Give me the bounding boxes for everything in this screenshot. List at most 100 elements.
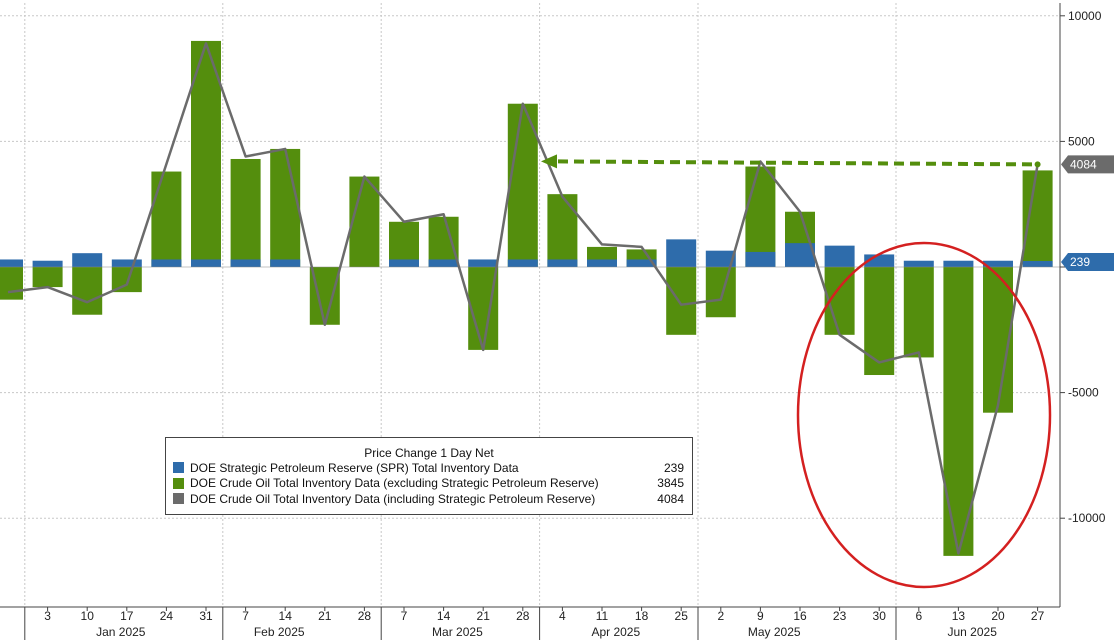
y-tick-label: -5000 [1068, 386, 1099, 400]
x-month-label: May 2025 [748, 625, 801, 639]
bar-crude-ex-spr [428, 216, 459, 267]
bar-spr [151, 259, 182, 267]
badge-spr-text: 239 [1070, 255, 1090, 269]
bar-crude-ex-spr [0, 267, 23, 300]
y-tick-label: -10000 [1068, 511, 1106, 525]
bar-spr [824, 245, 855, 267]
annotation-layer [541, 154, 1052, 589]
legend: Price Change 1 Day Net DOE Strategic Pet… [165, 437, 693, 515]
x-tick-label: 21 [318, 609, 332, 623]
x-tick-label: 21 [477, 609, 491, 623]
x-tick-label: 13 [952, 609, 966, 623]
bar-spr [626, 259, 657, 267]
x-month-label: Jan 2025 [96, 625, 146, 639]
x-tick-label: 4 [559, 609, 566, 623]
x-tick-label: 28 [516, 609, 530, 623]
bar-spr [428, 259, 459, 267]
bar-crude-ex-spr [507, 103, 538, 267]
bar-spr [666, 239, 697, 267]
x-tick-label: 14 [437, 609, 451, 623]
legend-label-total: DOE Crude Oil Total Inventory Data (incl… [190, 491, 596, 506]
legend-row-total: DOE Crude Oil Total Inventory Data (incl… [173, 491, 692, 507]
legend-swatch-spr [173, 462, 184, 474]
bar-crude-ex-spr [666, 267, 697, 335]
x-tick-label: 31 [199, 609, 213, 623]
bar-spr [507, 259, 538, 267]
highlight-ellipse [796, 241, 1052, 589]
x-tick-label: 23 [833, 609, 847, 623]
bar-crude-ex-spr [151, 171, 182, 267]
bar-spr [745, 251, 776, 267]
y-tick-label: 5000 [1068, 134, 1095, 148]
x-tick-label: 18 [635, 609, 649, 623]
dashed-arrow-head [541, 154, 557, 169]
x-axis: 3 10 17 24 31 7 14 21 28 7 14 21 28 4 11 18 25 2 9 16 23 30 6 1… [0, 606, 1060, 640]
bar-spr [72, 253, 103, 267]
badge-total: 4084 [1061, 155, 1114, 174]
x-tick-label: 11 [596, 609, 609, 623]
bar-crude-ex-spr [547, 194, 578, 267]
legend-row-crude-ex-spr: DOE Crude Oil Total Inventory Data (excl… [173, 476, 692, 492]
legend-label-spr: DOE Strategic Petroleum Reserve (SPR) To… [190, 460, 519, 475]
bar-spr [111, 259, 142, 267]
y-axis: 10000 5000 -5000 -10000 4084 239 [1059, 3, 1114, 607]
badge-total-text: 4084 [1070, 157, 1097, 171]
bar-crude-ex-spr [270, 148, 301, 267]
bar-spr [389, 259, 419, 267]
x-tick-label: 25 [675, 609, 689, 623]
y-tick-label: 10000 [1068, 9, 1102, 23]
badge-total-shape [1061, 155, 1114, 174]
legend-value-spr: 239 [663, 460, 684, 475]
x-tick-label: 16 [793, 609, 807, 623]
dashed-arrow-end [1034, 161, 1041, 168]
legend-label-crude-ex-spr: DOE Crude Oil Total Inventory Data (excl… [190, 476, 599, 491]
bar-spr [705, 250, 736, 267]
legend-value-total: 4084 [657, 491, 684, 506]
x-tick-label: 10 [81, 609, 95, 623]
bar-spr [191, 259, 221, 267]
bar-spr [547, 259, 578, 267]
x-tick-label: 2 [717, 609, 724, 623]
x-tick-label: 24 [160, 609, 174, 623]
bar-crude-ex-spr [349, 176, 380, 267]
bar-spr [270, 259, 301, 267]
x-tick-label: 3 [44, 609, 51, 623]
x-tick-label: 17 [120, 609, 134, 623]
gridlines [0, 3, 1060, 607]
x-tick-label: 14 [279, 609, 293, 623]
bar-spr [785, 243, 815, 267]
bar-crude-ex-spr [230, 158, 261, 267]
bar-crude-ex-spr [1022, 170, 1053, 267]
bar-spr [32, 260, 63, 267]
bar-crude-ex-spr [191, 40, 221, 267]
bar-crude-ex-spr [903, 267, 934, 358]
bar-spr [903, 260, 934, 267]
x-tick-label: 7 [401, 609, 408, 623]
x-tick-label: 20 [991, 609, 1005, 623]
bar-crude-ex-spr [32, 267, 63, 288]
badge-spr-shape [1061, 253, 1114, 271]
bar-spr [1022, 260, 1053, 267]
dashed-arrow-line [557, 159, 1038, 167]
bar-spr [0, 259, 23, 267]
bar-spr [943, 260, 974, 267]
x-month-label: Apr 2025 [591, 625, 640, 639]
x-tick-label: 6 [915, 609, 922, 623]
bar-spr [587, 259, 617, 267]
x-tick-label: 9 [757, 609, 764, 623]
bar-crude-ex-spr [745, 166, 776, 267]
legend-value-crude-ex-spr: 3845 [657, 476, 684, 491]
legend-row-spr: DOE Strategic Petroleum Reserve (SPR) To… [173, 460, 692, 476]
x-tick-label: 28 [358, 609, 372, 623]
x-tick-label: 27 [1031, 609, 1045, 623]
total-line-layer [7, 42, 1039, 555]
badge-spr: 239 [1061, 253, 1114, 271]
bar-crude-ex-spr [72, 267, 103, 315]
bar-spr [983, 260, 1013, 267]
legend-swatch-total [173, 493, 184, 505]
legend-title: Price Change 1 Day Net [364, 446, 494, 460]
x-month-label: Mar 2025 [432, 625, 483, 639]
x-month-label: Jun 2025 [948, 625, 998, 639]
bar-crude-ex-spr [705, 267, 736, 318]
